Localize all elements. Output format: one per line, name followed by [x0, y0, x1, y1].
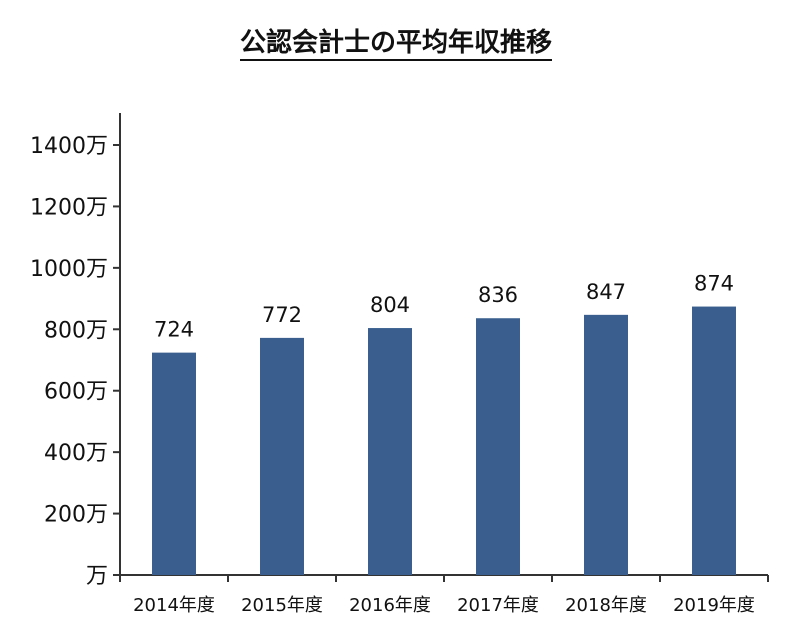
bar-3 [368, 328, 412, 575]
data-label-5: 847 [586, 280, 626, 304]
bar-4 [476, 318, 520, 575]
bar-6 [692, 306, 736, 575]
data-label-4: 836 [478, 283, 518, 307]
y-tick-label: 400万 [44, 441, 108, 466]
y-tick-label: 1000万 [30, 257, 108, 282]
y-tick-label: 万 [86, 564, 108, 589]
x-tick-label-1: 2014年度 [133, 595, 215, 616]
y-tick-label: 600万 [44, 380, 108, 405]
x-tick-label-2: 2015年度 [241, 595, 323, 616]
data-label-1: 724 [154, 318, 194, 342]
x-tick-label-3: 2016年度 [349, 595, 431, 616]
data-label-2: 772 [262, 303, 302, 327]
x-tick-label-5: 2018年度 [565, 595, 647, 616]
y-tick-label: 200万 [44, 503, 108, 528]
x-tick-label-6: 2019年度 [673, 595, 755, 616]
bar-2 [260, 337, 304, 575]
y-tick-label: 800万 [44, 318, 108, 343]
chart-title: 公認会計士の平均年収推移 [0, 22, 792, 61]
chart-title-text: 公認会計士の平均年収推移 [239, 28, 552, 61]
data-label-6: 874 [694, 272, 734, 296]
y-tick-label: 1400万 [30, 134, 108, 159]
data-label-3: 804 [370, 293, 410, 317]
bar-5 [584, 314, 628, 575]
bar-1 [152, 352, 196, 575]
x-tick-label-4: 2017年度 [457, 595, 539, 616]
y-tick-label: 1200万 [30, 195, 108, 220]
